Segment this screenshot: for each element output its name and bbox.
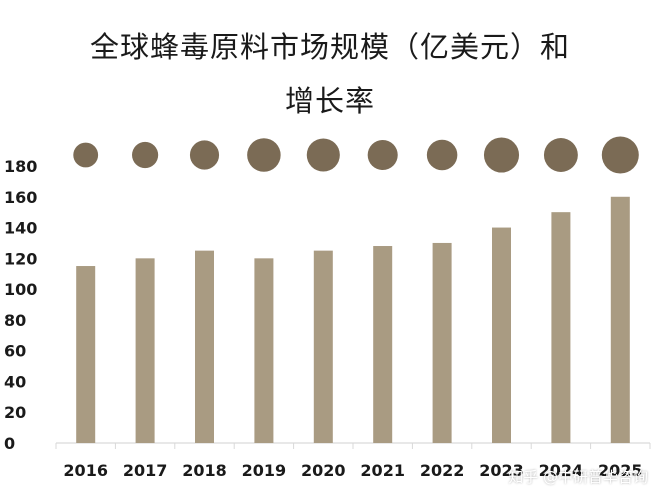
x-tick-label: 2019 bbox=[242, 461, 287, 480]
bar-2024 bbox=[551, 212, 571, 443]
x-tick-label: 2018 bbox=[182, 461, 227, 480]
bar-2021 bbox=[373, 246, 393, 443]
growth-bubble-2018 bbox=[189, 140, 220, 170]
y-tick-label: 0 bbox=[4, 434, 15, 453]
y-tick-label: 140 bbox=[4, 219, 37, 238]
y-tick-label: 40 bbox=[4, 372, 26, 391]
growth-bubble-2023 bbox=[483, 137, 520, 173]
y-tick-label: 180 bbox=[4, 157, 37, 176]
x-tick-label: 2023 bbox=[479, 461, 524, 480]
x-tick-label: 2024 bbox=[539, 461, 584, 480]
bar-2020 bbox=[313, 250, 333, 443]
watermark-text: 知乎 @中研普华咨询 bbox=[508, 468, 648, 486]
bar-2018 bbox=[195, 250, 214, 443]
growth-bubble-2021 bbox=[367, 139, 398, 171]
growth-bubble-2025 bbox=[601, 136, 639, 174]
growth-bubble-2016 bbox=[73, 142, 99, 168]
growth-bubble-2024 bbox=[543, 138, 578, 172]
x-tick-label: 2017 bbox=[123, 461, 168, 480]
growth-bubble-2019 bbox=[247, 138, 281, 172]
x-tick-label: 2022 bbox=[420, 461, 465, 480]
y-tick-label: 60 bbox=[4, 342, 26, 361]
bar-2023 bbox=[492, 227, 511, 443]
bar-2025 bbox=[610, 196, 630, 443]
x-tick-label: 2016 bbox=[63, 461, 108, 480]
y-tick-label: 20 bbox=[4, 403, 26, 422]
y-tick-label: 100 bbox=[4, 280, 37, 299]
x-tick-label: 2020 bbox=[301, 461, 346, 480]
y-tick-label: 80 bbox=[4, 311, 26, 330]
bar-2017 bbox=[135, 258, 155, 443]
chart-title-line2: 增长率 bbox=[284, 84, 375, 118]
bar-2019 bbox=[254, 258, 274, 443]
growth-bubble-2022 bbox=[426, 139, 458, 171]
y-tick-label: 160 bbox=[4, 188, 37, 207]
growth-bubble-2017 bbox=[132, 141, 159, 169]
bar-2022 bbox=[432, 242, 452, 443]
growth-bubble-2020 bbox=[306, 138, 340, 172]
y-tick-label: 120 bbox=[4, 249, 37, 268]
x-tick-label: 2025 bbox=[598, 461, 643, 480]
x-tick-label: 2021 bbox=[360, 461, 405, 480]
chart-title-line1: 全球蜂毒原料市场规模（亿美元）和 bbox=[89, 30, 570, 64]
bar-2016 bbox=[76, 266, 96, 443]
